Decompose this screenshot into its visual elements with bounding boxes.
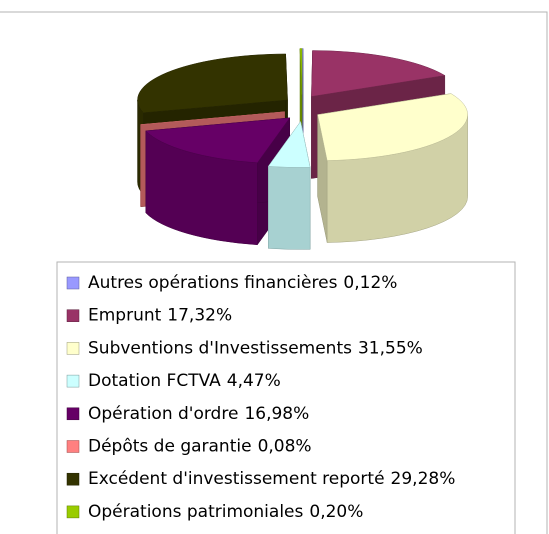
legend-value: 0,08%	[258, 437, 312, 457]
legend-entry: Opérations patrimoniales 0,20%	[88, 502, 363, 522]
legend-label: Opérations patrimoniales	[88, 502, 304, 522]
slice-wall	[268, 166, 311, 250]
slice	[137, 53, 288, 113]
legend-value: 29,28%	[391, 469, 456, 489]
legend-value: 17,32%	[167, 306, 232, 326]
slice	[145, 117, 291, 164]
slice	[267, 120, 311, 168]
legend-entry: Subventions d'Investissements 31,55%	[88, 338, 423, 358]
slice	[299, 48, 303, 95]
legend-entry: Dépôts de garantie 0,08%	[88, 437, 312, 457]
legend-entry: Dotation FCTVA 4,47%	[88, 371, 281, 391]
chart-frame	[0, 11, 548, 534]
legend-swatch	[66, 374, 80, 388]
legend-entry: Emprunt 17,32%	[88, 306, 232, 326]
legend: Autres opérations financières 0,12% Emprun…	[66, 273, 455, 522]
legend-box	[56, 261, 516, 534]
legend-label: Autres opérations financières	[88, 273, 338, 293]
legend-swatch	[66, 440, 80, 453]
legend-value: 31,55%	[358, 338, 423, 358]
legend-swatch	[66, 407, 80, 421]
slice	[311, 50, 446, 97]
legend-swatch	[66, 472, 80, 486]
legend-label: Subventions d'Investissements	[88, 338, 352, 358]
legend-entry: Opération d'ordre 16,98%	[88, 404, 309, 424]
legend-swatch	[66, 276, 80, 290]
legend-swatch	[66, 309, 80, 322]
legend-label: Opération d'ordre	[88, 404, 238, 424]
legend-label: Dotation FCTVA	[88, 371, 221, 391]
legend-swatch	[66, 505, 80, 519]
slice	[317, 93, 468, 161]
legend-value: 0,20%	[309, 502, 363, 522]
slice	[140, 111, 285, 126]
legend-swatch	[66, 342, 80, 355]
legend-label: Excédent d'investissement reporté	[88, 469, 385, 489]
pie	[137, 48, 468, 250]
legend-value: 16,98%	[244, 404, 309, 424]
legend-label: Dépôts de garantie	[88, 437, 252, 457]
legend-value: 4,47%	[227, 371, 281, 391]
legend-label: Emprunt	[88, 306, 162, 326]
legend-entry: Excédent d'investissement reporté 29,28%	[88, 469, 455, 489]
legend-entry: Autres opérations financières 0,12%	[88, 273, 397, 293]
legend-value: 0,12%	[343, 273, 397, 293]
